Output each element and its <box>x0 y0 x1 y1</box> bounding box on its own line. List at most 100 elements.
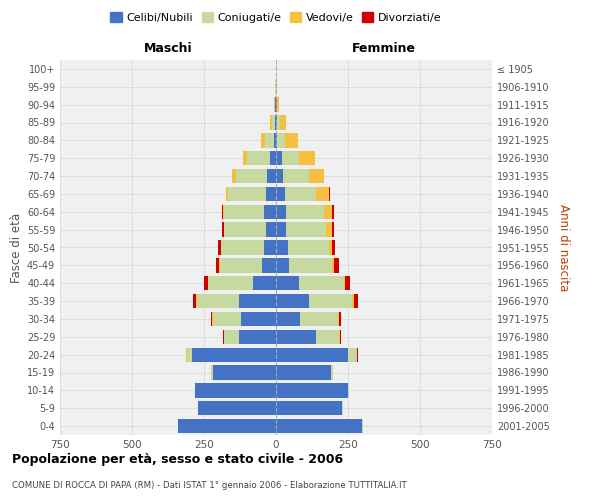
Bar <box>270 116 272 130</box>
Bar <box>223 222 224 237</box>
Bar <box>204 276 208 290</box>
Bar <box>276 187 284 201</box>
Bar <box>332 204 334 219</box>
Bar <box>276 294 309 308</box>
Bar <box>316 187 329 201</box>
Bar <box>276 204 286 219</box>
Bar <box>289 258 332 272</box>
Bar <box>193 294 196 308</box>
Bar <box>276 116 277 130</box>
Bar <box>197 294 239 308</box>
Bar <box>272 116 275 130</box>
Bar <box>277 116 280 130</box>
Bar <box>284 187 316 201</box>
Bar <box>309 294 352 308</box>
Bar <box>241 312 276 326</box>
Bar <box>265 204 276 219</box>
Bar <box>239 330 276 344</box>
Bar <box>221 240 265 254</box>
Bar <box>323 204 332 219</box>
Bar <box>284 133 298 148</box>
Bar <box>222 204 223 219</box>
Bar <box>270 151 276 166</box>
Bar <box>239 294 276 308</box>
Bar <box>224 330 239 344</box>
Bar <box>196 383 276 398</box>
Y-axis label: Fasce di età: Fasce di età <box>10 212 23 282</box>
Bar <box>326 222 332 237</box>
Bar <box>224 204 265 219</box>
Bar <box>274 133 276 148</box>
Bar <box>329 187 331 201</box>
Bar <box>316 330 340 344</box>
Bar <box>332 258 334 272</box>
Bar <box>276 366 331 380</box>
Bar <box>332 240 335 254</box>
Bar <box>211 366 212 380</box>
Bar <box>331 366 333 380</box>
Bar <box>224 222 266 237</box>
Bar <box>211 312 212 326</box>
Bar <box>344 276 345 290</box>
Bar <box>340 330 341 344</box>
Bar <box>265 133 274 148</box>
Bar <box>277 98 278 112</box>
Bar <box>223 204 224 219</box>
Bar <box>198 401 276 415</box>
Bar <box>226 187 229 201</box>
Bar <box>276 348 348 362</box>
Bar <box>276 240 287 254</box>
Bar <box>276 169 283 183</box>
Bar <box>287 240 329 254</box>
Bar <box>286 204 323 219</box>
Bar <box>243 151 247 166</box>
Bar <box>334 258 339 272</box>
Bar <box>276 151 282 166</box>
Bar <box>208 276 253 290</box>
Bar <box>345 276 350 290</box>
Bar <box>247 151 270 166</box>
Bar <box>193 348 276 362</box>
Bar <box>309 169 323 183</box>
Text: Popolazione per età, sesso e stato civile - 2006: Popolazione per età, sesso e stato civil… <box>12 452 343 466</box>
Text: Maschi: Maschi <box>143 42 193 54</box>
Bar <box>261 133 265 148</box>
Bar <box>352 294 354 308</box>
Bar <box>276 419 362 433</box>
Bar <box>339 312 341 326</box>
Bar <box>354 294 358 308</box>
Bar <box>276 383 348 398</box>
Bar <box>348 348 356 362</box>
Bar <box>229 187 266 201</box>
Bar <box>286 222 326 237</box>
Bar <box>299 151 315 166</box>
Bar <box>338 312 339 326</box>
Bar <box>275 116 276 130</box>
Bar <box>280 116 286 130</box>
Bar <box>218 240 221 254</box>
Bar <box>212 366 276 380</box>
Bar <box>282 151 299 166</box>
Bar <box>301 312 338 326</box>
Legend: Celibi/Nubili, Coniugati/e, Vedovi/e, Divorziati/e: Celibi/Nubili, Coniugati/e, Vedovi/e, Di… <box>106 8 446 28</box>
Y-axis label: Anni di nascita: Anni di nascita <box>557 204 569 291</box>
Bar <box>276 312 301 326</box>
Bar <box>276 133 277 148</box>
Bar <box>266 222 276 237</box>
Bar <box>277 133 284 148</box>
Bar <box>276 330 316 344</box>
Bar <box>265 240 276 254</box>
Bar <box>268 169 276 183</box>
Bar <box>283 169 309 183</box>
Text: COMUNE DI ROCCA DI PAPA (RM) - Dati ISTAT 1° gennaio 2006 - Elaborazione TUTTITA: COMUNE DI ROCCA DI PAPA (RM) - Dati ISTA… <box>12 480 407 490</box>
Bar <box>332 222 334 237</box>
Bar <box>216 258 219 272</box>
Bar <box>232 169 236 183</box>
Bar <box>276 276 299 290</box>
Bar <box>329 240 332 254</box>
Bar <box>276 401 342 415</box>
Bar <box>236 169 268 183</box>
Bar <box>276 258 289 272</box>
Bar <box>187 348 193 362</box>
Bar <box>178 419 276 433</box>
